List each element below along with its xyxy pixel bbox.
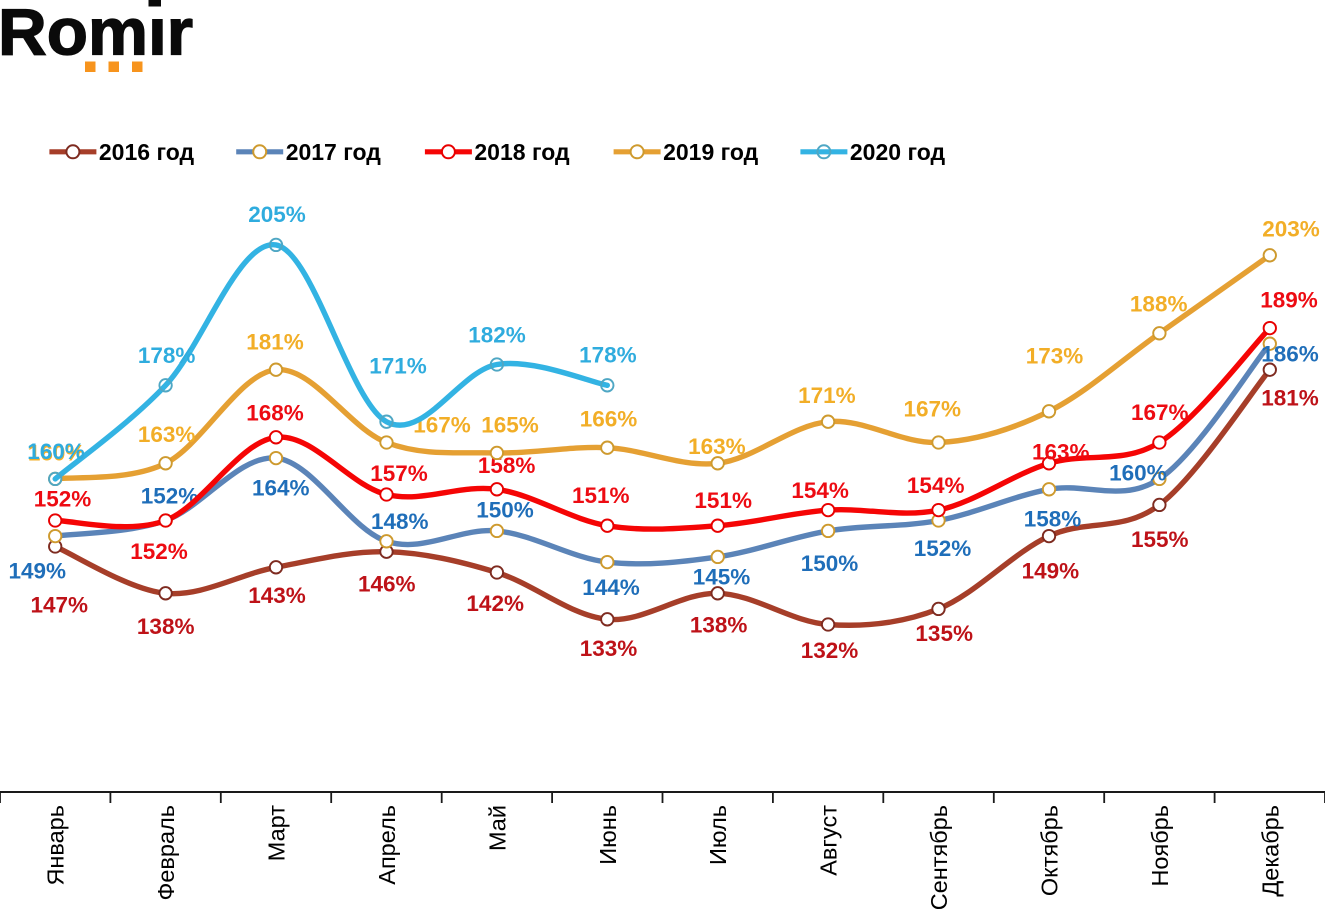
svg-text:171%: 171% bbox=[798, 383, 856, 408]
svg-text:138%: 138% bbox=[137, 614, 195, 639]
svg-text:182%: 182% bbox=[468, 323, 526, 348]
svg-text:148%: 148% bbox=[371, 509, 429, 534]
svg-text:163%: 163% bbox=[1032, 440, 1090, 465]
svg-text:155%: 155% bbox=[1131, 527, 1189, 552]
svg-text:154%: 154% bbox=[791, 478, 849, 503]
svg-text:152%: 152% bbox=[130, 539, 188, 564]
svg-text:133%: 133% bbox=[580, 636, 638, 661]
svg-text:157%: 157% bbox=[370, 461, 428, 486]
svg-text:149%: 149% bbox=[1022, 558, 1080, 583]
svg-text:178%: 178% bbox=[579, 343, 637, 368]
svg-text:145%: 145% bbox=[693, 565, 751, 590]
svg-text:132%: 132% bbox=[801, 638, 859, 663]
svg-text:186%: 186% bbox=[1261, 342, 1319, 367]
svg-text:142%: 142% bbox=[466, 591, 524, 616]
svg-text:Октябрь: Октябрь bbox=[1037, 805, 1063, 896]
svg-text:151%: 151% bbox=[572, 483, 630, 508]
svg-text:Март: Март bbox=[264, 805, 290, 861]
svg-text:138%: 138% bbox=[690, 612, 748, 637]
svg-text:181%: 181% bbox=[1261, 385, 1319, 410]
svg-text:166%: 166% bbox=[580, 407, 638, 432]
svg-text:Февраль: Февраль bbox=[153, 805, 179, 901]
svg-text:167%: 167% bbox=[904, 396, 962, 421]
svg-text:2016 год: 2016 год bbox=[99, 139, 195, 165]
svg-text:158%: 158% bbox=[1024, 506, 1082, 531]
svg-text:Июнь: Июнь bbox=[595, 805, 621, 865]
svg-text:Апрель: Апрель bbox=[374, 805, 400, 885]
svg-text:168%: 168% bbox=[246, 401, 304, 426]
svg-text:173%: 173% bbox=[1026, 344, 1084, 369]
svg-text:Август: Август bbox=[816, 805, 842, 876]
svg-text:163%: 163% bbox=[138, 422, 196, 447]
svg-text:152%: 152% bbox=[34, 487, 92, 512]
svg-text:167%: 167% bbox=[1131, 400, 1189, 425]
svg-text:165%: 165% bbox=[481, 413, 539, 438]
svg-text:2017 год: 2017 год bbox=[286, 139, 382, 165]
svg-text:2020 год: 2020 год bbox=[850, 139, 946, 165]
svg-text:150%: 150% bbox=[476, 497, 534, 522]
svg-text:146%: 146% bbox=[358, 571, 416, 596]
svg-text:Декабрь: Декабрь bbox=[1257, 805, 1283, 897]
svg-text:147%: 147% bbox=[31, 593, 89, 618]
svg-text:Romır: Romır bbox=[0, 0, 193, 69]
svg-text:Июль: Июль bbox=[705, 805, 731, 865]
svg-text:181%: 181% bbox=[246, 330, 304, 355]
svg-text:203%: 203% bbox=[1262, 217, 1320, 242]
svg-text:152%: 152% bbox=[914, 536, 972, 561]
svg-text:135%: 135% bbox=[915, 621, 973, 646]
svg-text:160%: 160% bbox=[27, 439, 85, 464]
svg-text:163%: 163% bbox=[688, 434, 746, 459]
svg-text:178%: 178% bbox=[138, 343, 196, 368]
svg-text:144%: 144% bbox=[582, 575, 640, 600]
svg-text:2018 год: 2018 год bbox=[474, 139, 570, 165]
svg-text:154%: 154% bbox=[907, 473, 965, 498]
svg-text:143%: 143% bbox=[248, 583, 306, 608]
svg-text:Май: Май bbox=[484, 805, 510, 851]
svg-text:158%: 158% bbox=[478, 453, 536, 478]
svg-text:189%: 189% bbox=[1260, 288, 1318, 313]
svg-text:Январь: Январь bbox=[43, 805, 69, 886]
svg-text:Сентябрь: Сентябрь bbox=[926, 805, 952, 910]
svg-text:160%: 160% bbox=[1109, 460, 1167, 485]
svg-text:2019 год: 2019 год bbox=[663, 139, 759, 165]
svg-text:205%: 205% bbox=[248, 202, 306, 227]
svg-text:149%: 149% bbox=[9, 559, 67, 584]
svg-text:164%: 164% bbox=[252, 476, 310, 501]
svg-text:171%: 171% bbox=[369, 354, 427, 379]
svg-text:151%: 151% bbox=[694, 488, 752, 513]
svg-text:Ноябрь: Ноябрь bbox=[1147, 805, 1173, 887]
svg-text:188%: 188% bbox=[1130, 292, 1188, 317]
svg-text:150%: 150% bbox=[801, 551, 859, 576]
